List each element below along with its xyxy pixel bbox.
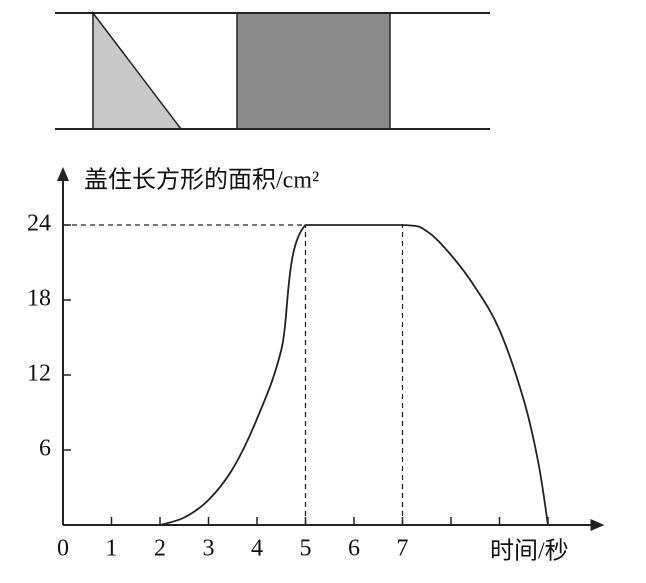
rectangle	[236, 12, 391, 130]
x-tick-label: 2	[154, 536, 166, 562]
y-tick-label: 6	[39, 436, 51, 462]
x-axis-arrow	[590, 519, 605, 531]
curve	[159, 224, 549, 526]
x-axis-label: 时间/秒	[490, 538, 569, 565]
x-tick-label: 5	[300, 536, 312, 562]
x-tick-label: 1	[106, 536, 118, 562]
y-tick-label: 18	[27, 286, 51, 312]
y-axis-label: 盖住长方形的面积/cm²	[84, 167, 319, 194]
x-tick-label: 6	[348, 536, 360, 562]
x-tick-label: 0	[57, 536, 69, 562]
x-tick-label: 7	[397, 536, 409, 562]
x-tick-label: 4	[251, 536, 263, 562]
y-tick-label: 12	[27, 361, 51, 387]
y-tick-label: 24	[27, 211, 51, 237]
strip-diagram	[55, 10, 490, 130]
x-tick-label: 3	[203, 536, 215, 562]
y-axis-arrow	[57, 167, 69, 181]
triangle	[92, 10, 183, 130]
